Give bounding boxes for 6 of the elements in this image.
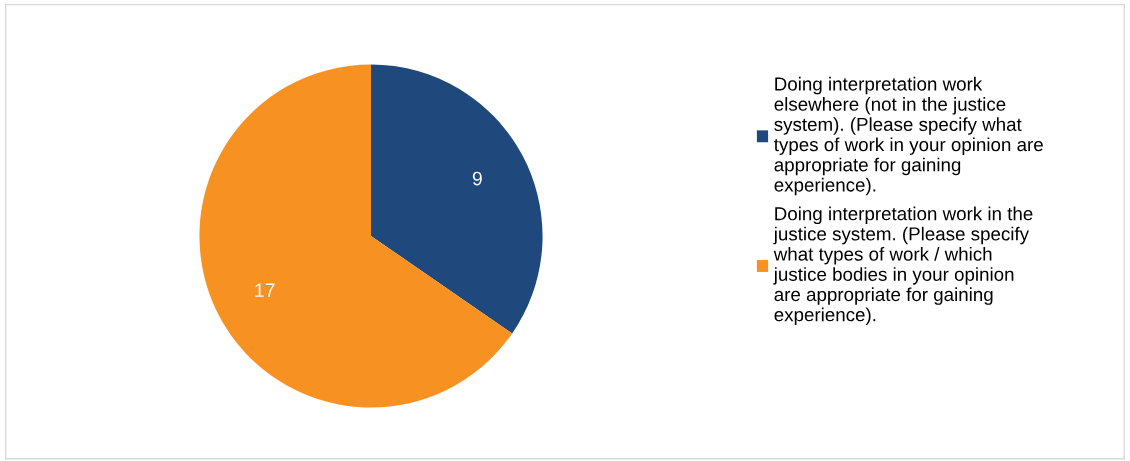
- pie-slice: [371, 64, 543, 334]
- legend-label: Doing interpretation work elsewhere (not in the justice system). (Please specify what types of work in your opinion are appropriate for gaining experience).: [774, 76, 1043, 196]
- pie-slice: [199, 64, 513, 408]
- data-label: 9: [472, 171, 482, 186]
- data-label: 17: [255, 283, 275, 297]
- legend-label: Doing interpretation work in the justice system. (Please specify what types of work / which justice bodies in your opinion are appropriate for gaining experience).: [773, 206, 1033, 326]
